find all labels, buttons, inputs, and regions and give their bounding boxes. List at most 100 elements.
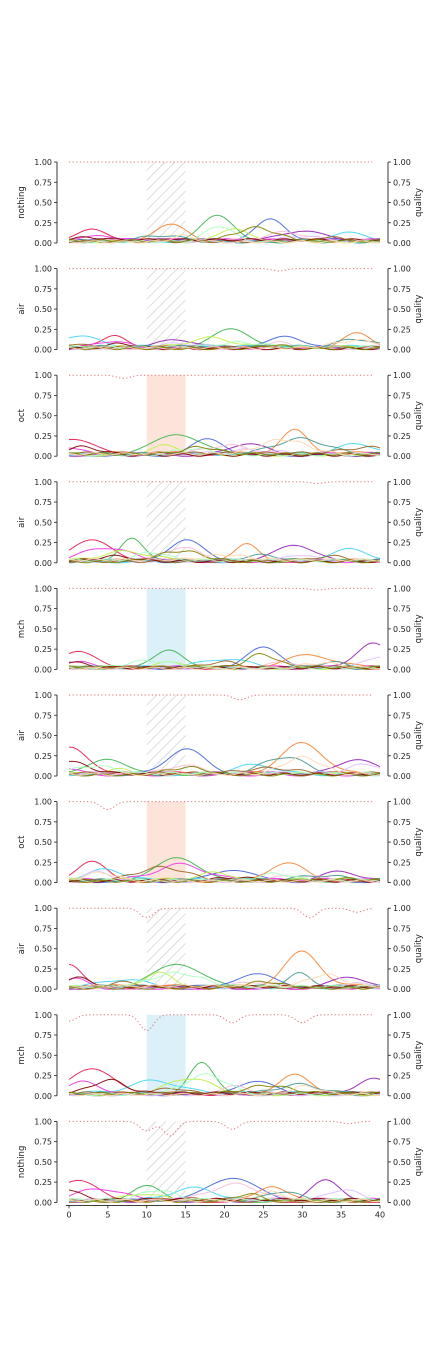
right-tick-label: 0.75 [393,711,411,720]
stimulus-window [146,375,186,457]
left-tick-label: 0.50 [34,1158,52,1167]
quality-trace [68,1014,373,1032]
quality-trace [69,268,373,272]
left-tick-label: 1.00 [34,904,52,913]
panel-5-air: 0.00 0.00 0.25 0.25 0.50 0.50 0.75 0.75 1.00 1.00… [17,691,424,781]
left-tick-label: 0.75 [34,285,52,294]
quality-trace [69,481,373,484]
left-tick-label: 0.75 [34,1138,52,1147]
y-axis-label: nothing [17,1146,27,1178]
left-tick-label: 0.75 [34,498,52,507]
stimulus-window [146,588,186,670]
y-axis-label: air [17,943,27,955]
right-tick-label: 0.75 [393,605,411,614]
series-line [68,748,381,776]
left-tick-label: 1.00 [34,158,52,167]
left-tick-label: 0.75 [34,818,52,827]
right-tick-label: 0.50 [393,1051,411,1060]
right-axis-label: quality [414,614,424,643]
left-tick-label: 0.75 [34,1031,52,1040]
left-tick-label: 1.00 [34,691,52,700]
right-tick-label: 0.50 [393,305,411,314]
series-line [68,233,381,244]
right-tick-label: 0.75 [393,1138,411,1147]
series-line [68,950,381,988]
right-tick-label: 0.75 [393,1031,411,1040]
series-line [68,547,381,564]
x-tick-label: 10 [142,1210,152,1219]
series-line [68,755,381,776]
left-tick-label: 1.00 [34,798,52,807]
left-tick-label: 0.25 [34,432,52,441]
right-tick-label: 0.25 [393,645,411,654]
y-axis-label: air [17,516,27,528]
right-axis-label: quality [414,508,424,537]
x-tick-label: 15 [181,1210,191,1219]
right-tick-label: 0.00 [393,985,411,994]
right-tick-label: 0.25 [393,1178,411,1187]
left-tick-label: 0.50 [34,625,52,634]
series-line [68,445,381,457]
left-tick-label: 0.75 [34,605,52,614]
right-tick-label: 0.25 [393,432,411,441]
stimulus-window [146,481,186,563]
series-line [68,1084,381,1097]
series-line [68,1190,381,1203]
right-tick-label: 0.50 [393,945,411,954]
right-axis-label: quality [414,934,424,963]
series-line [68,1192,381,1203]
right-tick-label: 0.75 [393,391,411,400]
right-tick-label: 0.75 [393,924,411,933]
left-tick-label: 0.00 [34,1092,52,1101]
y-axis-label: mch [17,1046,27,1064]
right-tick-label: 0.00 [393,879,411,888]
right-tick-label: 1.00 [393,691,411,700]
left-tick-label: 0.50 [34,518,52,527]
left-tick-label: 0.00 [34,879,52,888]
left-tick-label: 0.75 [34,178,52,187]
left-tick-label: 0.50 [34,305,52,314]
right-tick-label: 1.00 [393,584,411,593]
right-axis-label: quality [414,188,424,217]
left-tick-label: 0.00 [34,239,52,248]
series-line [68,344,381,351]
series-line [68,661,381,670]
right-tick-label: 0.50 [393,518,411,527]
stimulus-window [146,908,186,990]
left-tick-label: 0.25 [34,752,52,761]
left-tick-label: 0.00 [34,665,52,674]
series-line [68,340,381,349]
series-line [68,555,381,563]
quality-trace [69,374,373,379]
left-tick-label: 0.25 [34,965,52,974]
series-line [68,1087,381,1095]
right-tick-label: 0.25 [393,965,411,974]
x-tick-label: 35 [336,1210,346,1219]
left-tick-label: 0.00 [34,559,52,568]
quality-trace [69,801,373,811]
series-line [68,973,381,988]
left-tick-label: 0.25 [34,858,52,867]
right-tick-label: 0.50 [393,838,411,847]
right-axis-label: quality [414,828,424,857]
series-line [68,445,381,456]
right-tick-label: 0.00 [393,1092,411,1101]
right-tick-label: 0.00 [393,346,411,355]
y-axis-label: mch [17,620,27,638]
series-line [68,550,381,564]
left-tick-label: 0.50 [34,412,52,421]
left-tick-label: 0.00 [34,346,52,355]
right-tick-label: 0.50 [393,732,411,741]
left-tick-label: 1.00 [34,371,52,380]
stimulus-window [146,801,186,883]
left-tick-label: 0.25 [34,219,52,228]
left-tick-label: 0.25 [34,325,52,334]
right-axis-label: quality [414,1147,424,1176]
right-axis-label: quality [414,295,424,324]
panel-3-air: 0.00 0.00 0.25 0.25 0.50 0.50 0.75 0.75 1.00 1.00… [17,478,424,568]
series-line [68,551,381,562]
right-tick-label: 1.00 [393,798,411,807]
series-line [68,741,381,776]
left-tick-label: 0.75 [34,391,52,400]
